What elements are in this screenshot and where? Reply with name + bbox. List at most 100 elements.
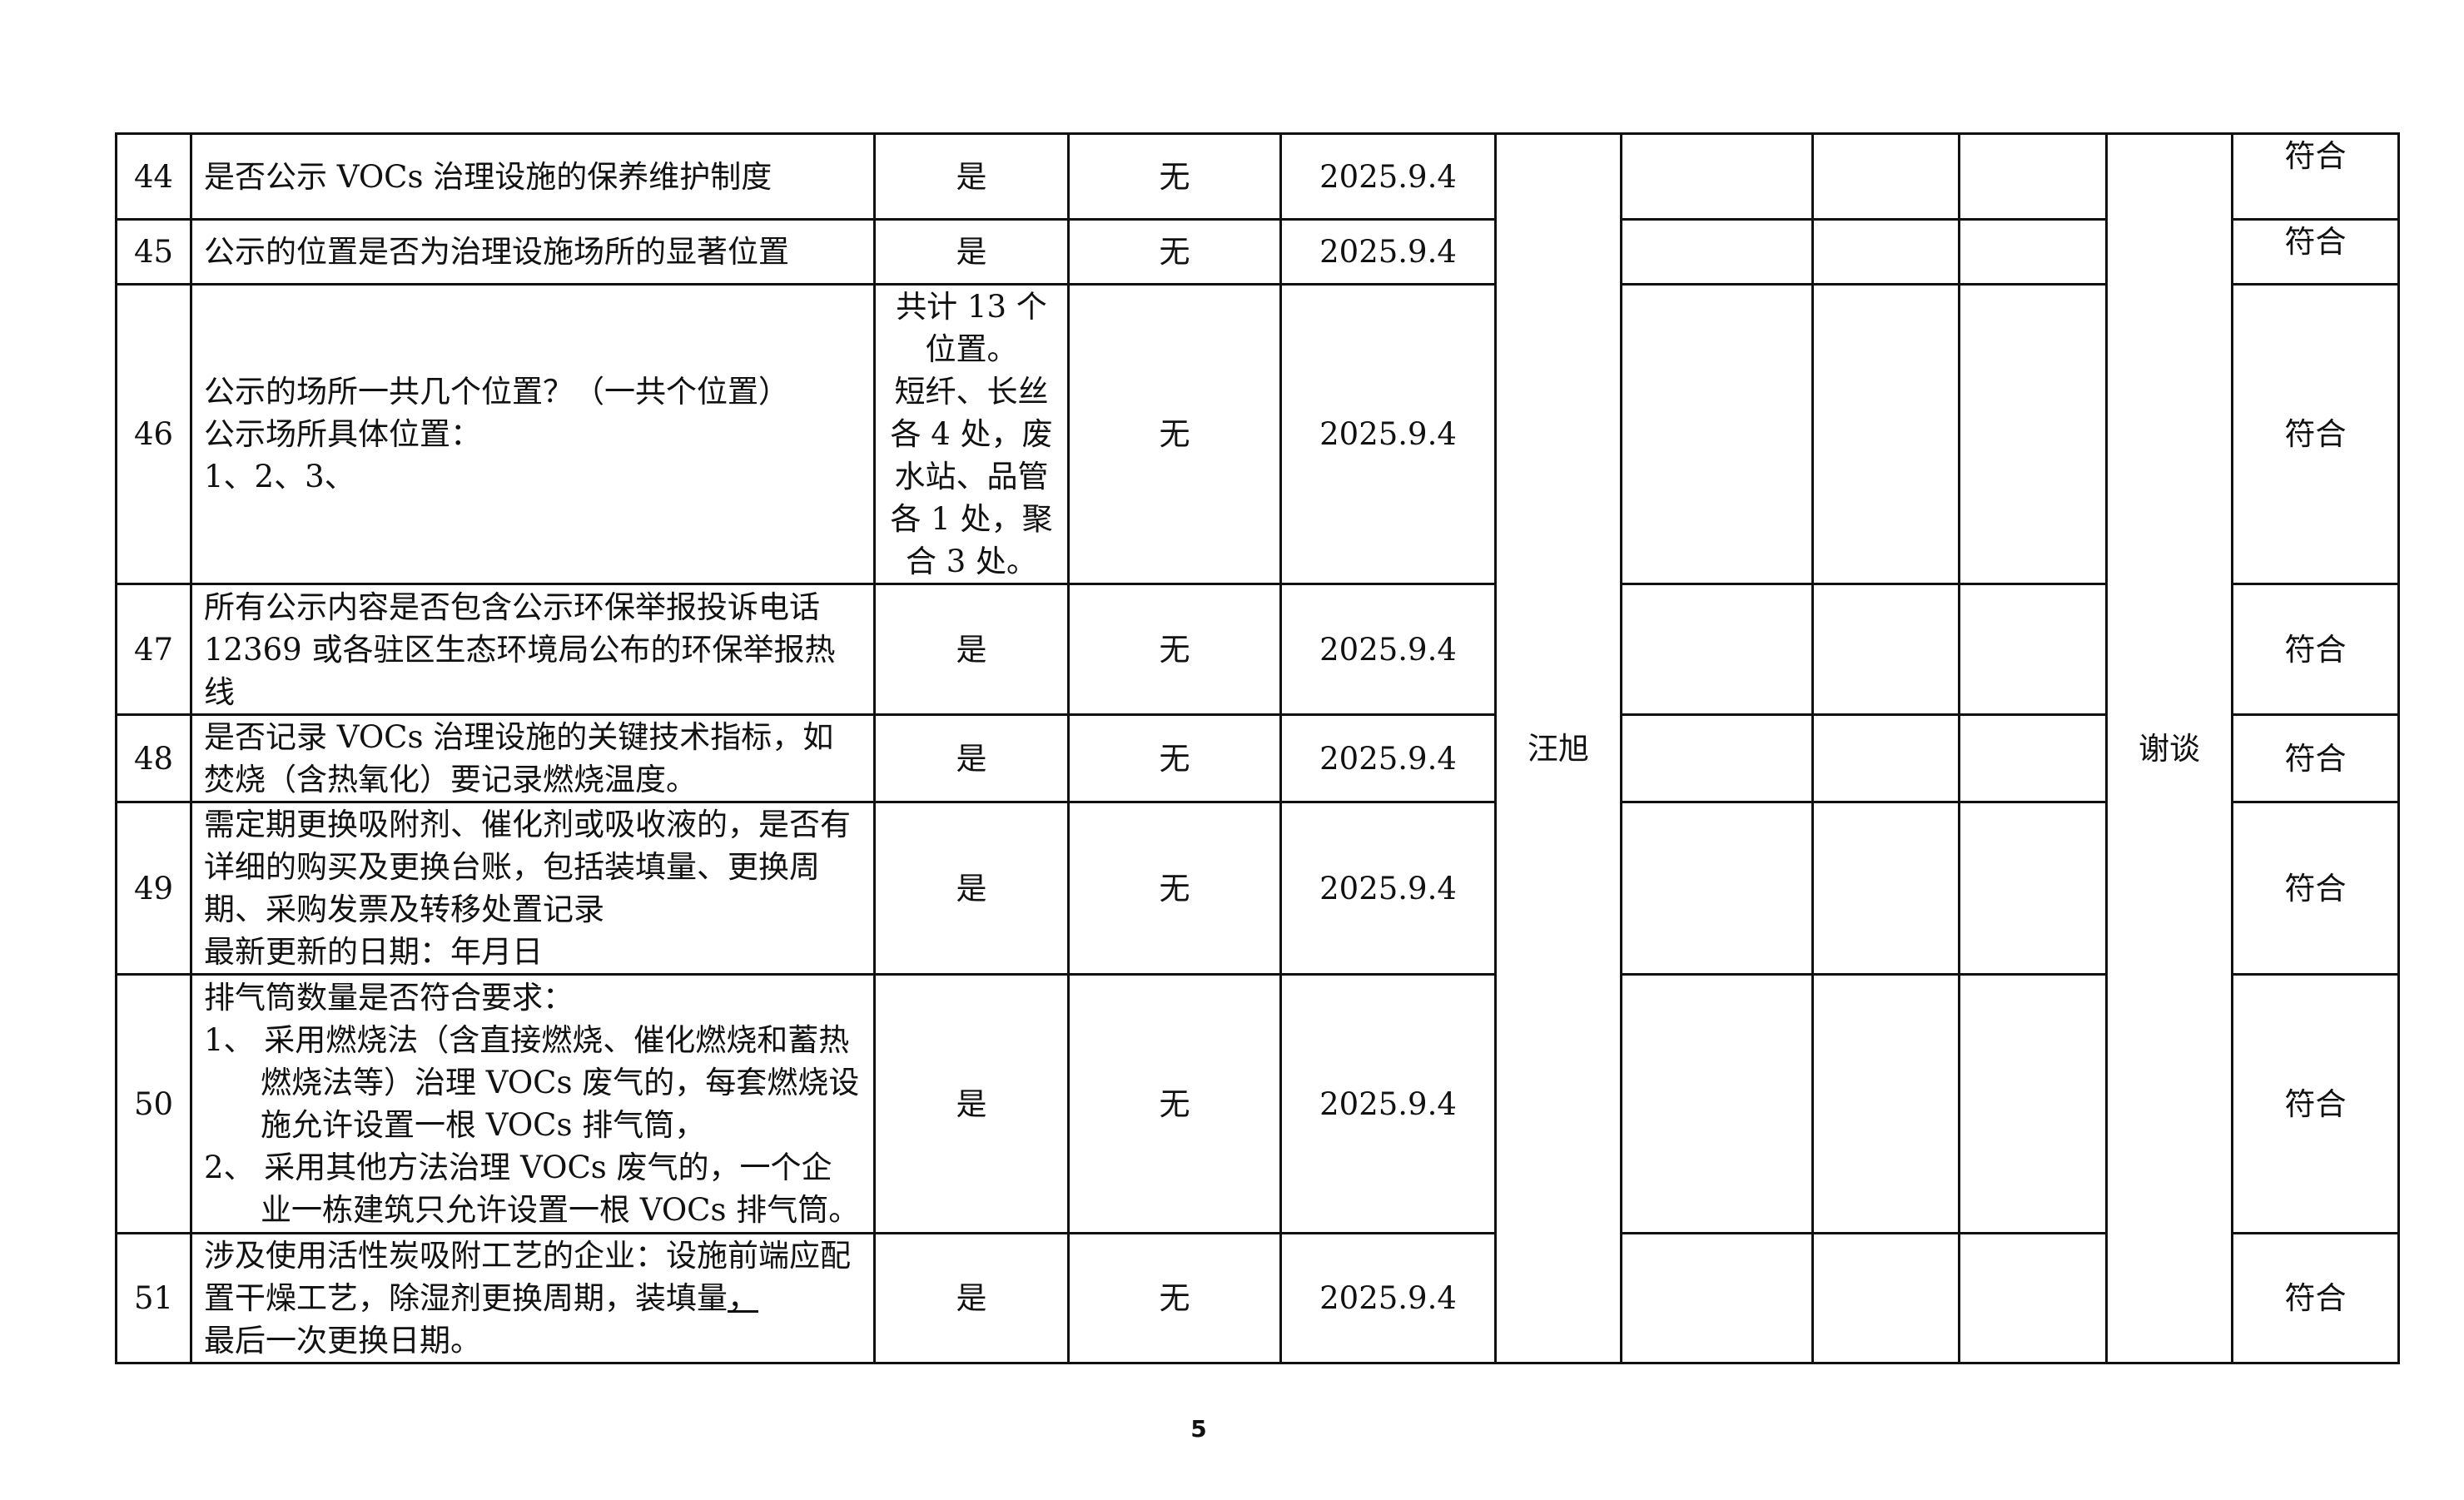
result-cell: 符合 <box>2231 218 2400 286</box>
date-cell: 2025.9.4 <box>1279 283 1497 585</box>
empty-cell <box>1811 132 1960 221</box>
check-item: 需定期更换吸附剂、催化剂或吸收液的，是否有详细的购买及更换台账，包括装填量、更换… <box>190 801 876 976</box>
row-number: 47 <box>115 583 192 716</box>
answer-line: 是 <box>956 1085 987 1122</box>
row-number: 45 <box>115 218 192 286</box>
page-number: 5 <box>1190 1415 1207 1443</box>
empty-cell <box>1811 713 1960 803</box>
answer-line: 水站、品管 <box>894 459 1049 494</box>
table-row: 48 是否记录 VOCs 治理设施的关键技术指标，如焚烧（含热氧化）要记录燃烧温度… <box>115 713 2400 803</box>
empty-cell <box>1620 583 1814 716</box>
table-row: 44 是否公示 VOCs 治理设施的保养维护制度是无 2025.9.4 汪旭 谢谈 符合 <box>115 132 2400 1364</box>
date-cell: 2025.9.4 <box>1279 1232 1497 1364</box>
answer-line: 是 <box>956 740 987 777</box>
check-item-line: 所有公示内容是否包含公示环保举报投诉电话 12369 或各驻区生态环境局公布的环… <box>204 589 836 710</box>
inspection-table: 44 是否公示 VOCs 治理设施的保养维护制度是无 2025.9.4 汪旭 谢谈 符合 4… <box>115 132 2400 1364</box>
check-item-line: 最后一次更换日期。 <box>204 1323 481 1358</box>
date-cell: 2025.9.4 <box>1279 801 1497 976</box>
table-row: 51 涉及使用活性炭吸附工艺的企业：设施前端应配置干燥工艺，除湿剂更换周期，装填量… <box>115 1232 2400 1364</box>
empty-cell <box>1620 132 1814 221</box>
empty-cell <box>1620 283 1814 585</box>
answer-line: 位置。 <box>925 331 1018 367</box>
answer-cell: 是 <box>873 713 1070 803</box>
empty-cell <box>1811 973 1960 1234</box>
date-cell: 2025.9.4 <box>1279 218 1497 286</box>
empty-cell <box>1811 801 1960 976</box>
answer-line: 是 <box>956 631 987 668</box>
empty-cell <box>1811 1232 1960 1364</box>
answer-line: 短纤、长丝 <box>894 374 1049 410</box>
check-item: 排气筒数量是否符合要求： 1、 采用燃烧法（含直接燃烧、催化燃烧和蓄热燃烧法等）治… <box>190 973 876 1234</box>
empty-cell <box>1811 583 1960 716</box>
result-cell: 符合 <box>2231 973 2400 1234</box>
answer-cell: 是 <box>873 132 1070 221</box>
result-cell: 符合 <box>2231 713 2400 803</box>
check-item-line: 公示的位置是否为治理设施场所的显著位置 <box>204 234 789 270</box>
result-cell: 符合 <box>2231 132 2400 221</box>
date-cell: 2025.9.4 <box>1279 132 1497 221</box>
check-item-line: 1、 采用燃烧法（含直接燃烧、催化燃烧和蓄热燃烧法等）治理 VOCs 废气的，每… <box>204 1022 860 1143</box>
answer-cell: 是 <box>873 583 1070 716</box>
empty-cell <box>1958 801 2108 976</box>
check-item: 所有公示内容是否包含公示环保举报投诉电话 12369 或各驻区生态环境局公布的环… <box>190 583 876 716</box>
answer-line: 是 <box>956 870 987 906</box>
answer-line: 共计 13 个 <box>896 289 1047 325</box>
empty-cell <box>1958 218 2108 286</box>
empty-cell <box>1620 218 1814 286</box>
result-cell: 符合 <box>2231 1232 2400 1364</box>
answer-line: 是 <box>956 234 987 270</box>
check-item-line: 2、 采用其他方法治理 VOCs 废气的，一个企业一栋建筑只允许设置一根 VOC… <box>204 1150 860 1228</box>
check-item-line: ， <box>728 1280 758 1316</box>
answer-cell: 是 <box>873 218 1070 286</box>
answer-cell: 是 <box>873 1232 1070 1364</box>
result-cell: 符合 <box>2231 801 2400 976</box>
check-item: 公示的场所一共几个位置？（一共个位置） 公示场所具体位置： 1、2、3、 <box>190 283 876 585</box>
issue-cell: 无 <box>1067 218 1282 286</box>
check-item: 公示的位置是否为治理设施场所的显著位置 <box>190 218 876 286</box>
table-row: 47 所有公示内容是否包含公示环保举报投诉电话 12369 或各驻区生态环境局公布… <box>115 583 2400 716</box>
row-number: 46 <box>115 283 192 585</box>
check-item-line: 公示的场所一共几个位置？（一共个位置） <box>204 374 789 410</box>
empty-cell <box>1620 713 1814 803</box>
answer-line: 是 <box>956 1280 987 1316</box>
answer-line: 各 1 处，聚 <box>890 501 1053 537</box>
check-item-line: 涉及使用活性炭吸附工艺的企业：设施前端应配置干燥工艺，除湿剂更换周期，装填量 <box>204 1238 851 1316</box>
empty-cell <box>1958 713 2108 803</box>
table-row: 45 公示的位置是否为治理设施场所的显著位置 是 无 2025.9.4 符合 <box>115 218 2400 286</box>
check-item-line: 排气筒数量是否符合要求： <box>204 980 574 1016</box>
check-item-line: 最新更新的日期：年月日 <box>204 934 543 970</box>
empty-cell <box>1958 1232 2108 1364</box>
date-cell: 2025.9.4 <box>1279 713 1497 803</box>
check-item: 涉及使用活性炭吸附工艺的企业：设施前端应配置干燥工艺，除湿剂更换周期，装填量， 最… <box>190 1232 876 1364</box>
empty-cell <box>1811 283 1960 585</box>
answer-cell: 是 <box>873 973 1070 1234</box>
answer-cell: 是 <box>873 801 1070 976</box>
issue-cell: 无 <box>1067 973 1282 1234</box>
table-row: 46 公示的场所一共几个位置？（一共个位置） 公示场所具体位置： 1、2、3、 共计 1… <box>115 283 2400 585</box>
empty-cell <box>1811 218 1960 286</box>
check-item-line: 公示场所具体位置： <box>204 416 481 452</box>
empty-cell <box>1620 801 1814 976</box>
answer-line: 合 3 处。 <box>905 544 1038 579</box>
empty-cell <box>1958 283 2108 585</box>
row-number: 50 <box>115 973 192 1234</box>
issue-cell: 无 <box>1067 801 1282 976</box>
empty-cell <box>1620 973 1814 1234</box>
answer-line: 是 <box>956 158 987 195</box>
check-item-line: 1、2、3、 <box>204 459 355 494</box>
method-cell: 谢谈 <box>2105 132 2233 1364</box>
empty-cell <box>1958 132 2108 221</box>
check-item: 是否公示 VOCs 治理设施的保养维护制度 <box>190 132 876 221</box>
date-cell: 2025.9.4 <box>1279 583 1497 716</box>
issue-cell: 无 <box>1067 1232 1282 1364</box>
check-item-line: 是否公示 VOCs 治理设施的保养维护制度 <box>204 158 772 195</box>
empty-cell <box>1958 973 2108 1234</box>
check-item-line: 需定期更换吸附剂、催化剂或吸收液的，是否有详细的购买及更换台账，包括装填量、更换… <box>204 807 851 927</box>
table-row: 49 需定期更换吸附剂、催化剂或吸收液的，是否有详细的购买及更换台账，包括装填量、… <box>115 801 2400 976</box>
check-item-line: 是否记录 VOCs 治理设施的关键技术指标，如焚烧（含热氧化）要记录燃烧温度。 <box>204 719 834 797</box>
inspector-cell: 汪旭 <box>1494 132 1622 1364</box>
date-cell: 2025.9.4 <box>1279 973 1497 1234</box>
row-number: 48 <box>115 713 192 803</box>
issue-cell: 无 <box>1067 583 1282 716</box>
result-cell: 符合 <box>2231 283 2400 585</box>
